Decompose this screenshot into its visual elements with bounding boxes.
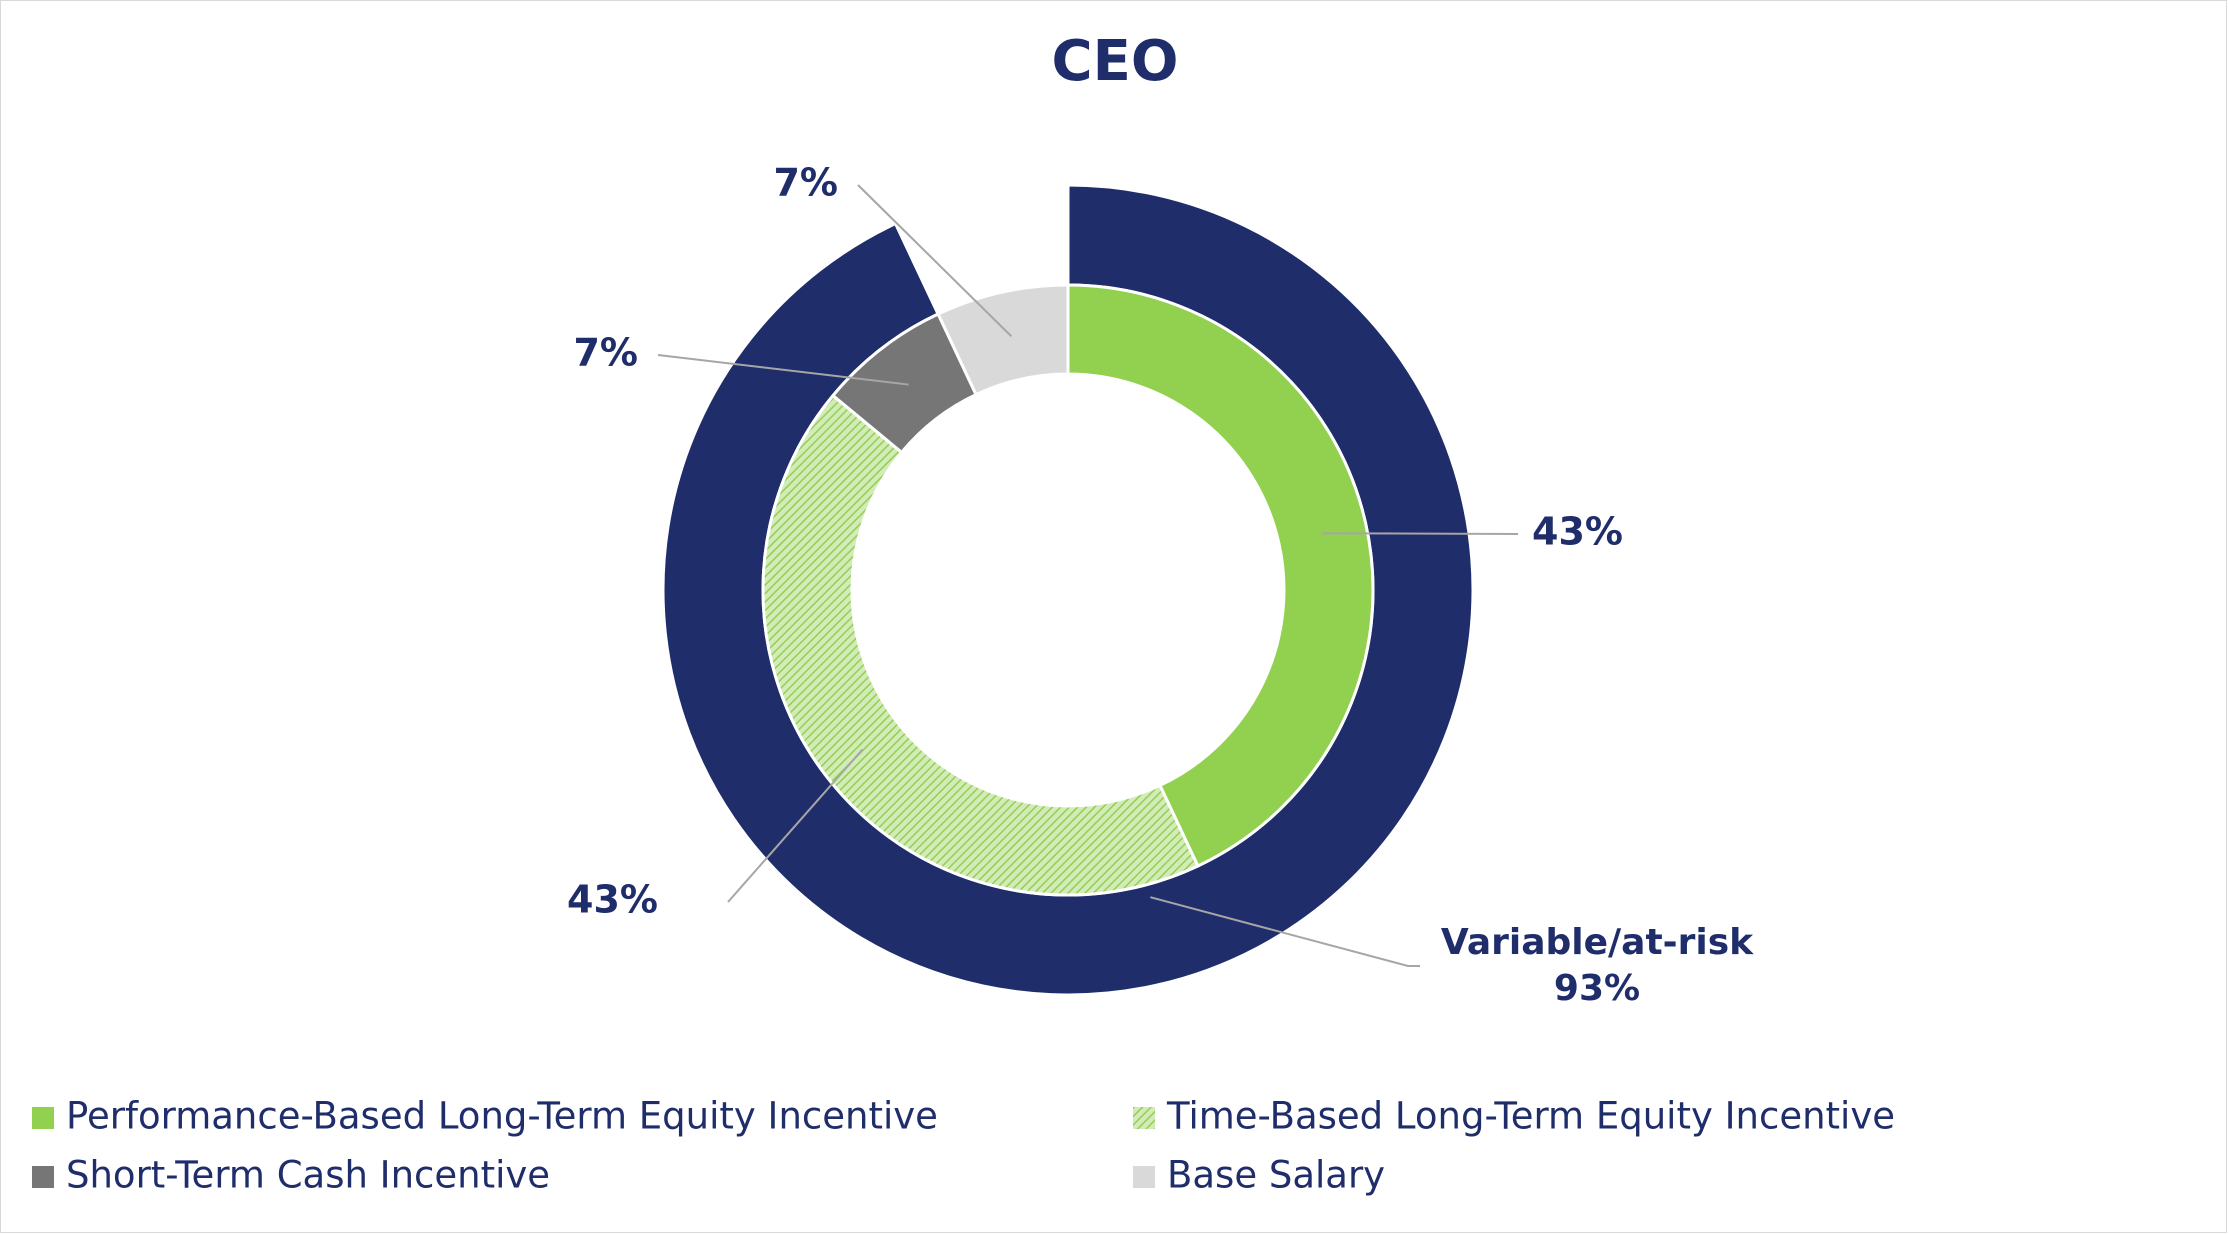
chart-title: CEO (1052, 29, 1179, 94)
legend: Performance-Based Long-Term Equity Incen… (32, 1095, 1895, 1197)
data-label-base-salary: 7% (773, 161, 838, 205)
inner-slice-time-based-long-term-equity-incentive (761, 393, 1200, 897)
data-label-time-based-long-term-equity-incentive: 43% (567, 878, 658, 922)
legend-label: Time-Based Long-Term Equity Incentive (1166, 1095, 1895, 1138)
legend-item-performance-based-long-term-equity-incentive: Performance-Based Long-Term Equity Incen… (32, 1095, 938, 1138)
legend-swatch (1133, 1107, 1155, 1129)
legend-label: Base Salary (1167, 1154, 1385, 1197)
inner-ring (761, 283, 1375, 897)
data-label-variable-at-risk-name: Variable/at-risk (1441, 922, 1754, 963)
data-labels: 43% 43% 7% 7% Variable/at-risk 93% (567, 161, 1754, 1010)
data-label-short-term-cash-incentive: 7% (573, 331, 638, 375)
legend-swatch (32, 1166, 54, 1188)
data-label-variable-at-risk-value: 93% (1554, 968, 1640, 1009)
inner-slice-performance-based-long-term-equity-incentive (1066, 283, 1375, 868)
leader-line (1150, 896, 1420, 967)
legend-label: Performance-Based Long-Term Equity Incen… (66, 1095, 938, 1138)
legend-item-short-term-cash-incentive: Short-Term Cash Incentive (32, 1154, 550, 1197)
leader-line (857, 184, 1012, 337)
leader-line (727, 748, 864, 903)
legend-label: Short-Term Cash Incentive (66, 1154, 550, 1197)
legend-item-base-salary: Base Salary (1133, 1154, 1385, 1197)
legend-item-time-based-long-term-equity-incentive: Time-Based Long-Term Equity Incentive (1133, 1095, 1895, 1138)
leader-lines (657, 184, 1519, 967)
leader-line (657, 354, 909, 386)
legend-swatch (1133, 1166, 1155, 1188)
data-label-performance-based-long-term-equity-incentive: 43% (1532, 510, 1623, 554)
leader-line (1321, 532, 1519, 535)
inner-slice-base-salary (936, 283, 1070, 397)
legend-swatch (32, 1107, 54, 1129)
